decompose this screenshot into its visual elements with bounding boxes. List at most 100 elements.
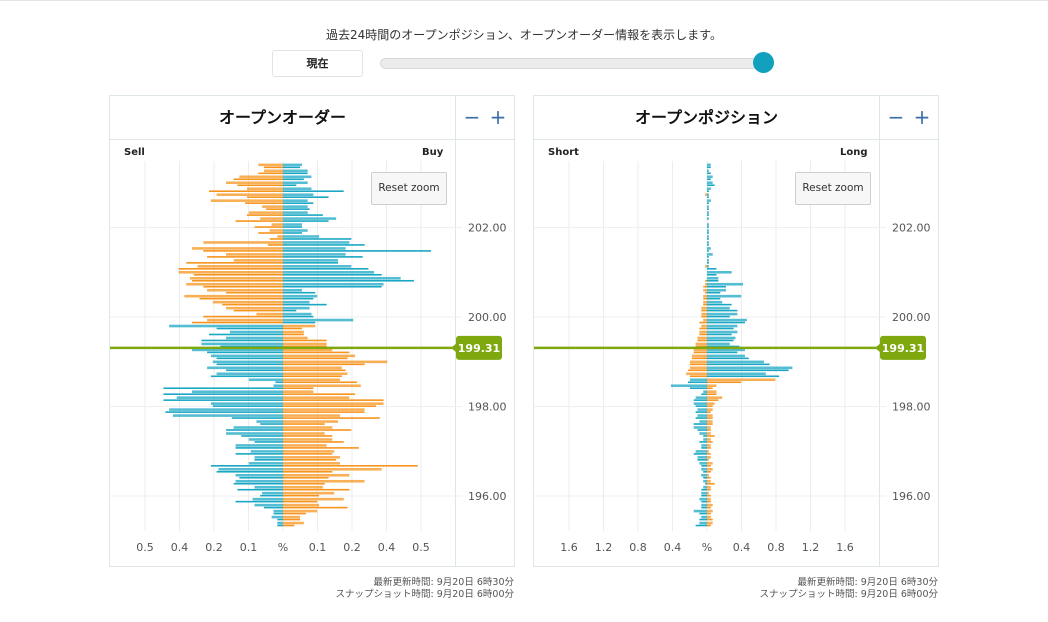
right-bar (707, 259, 709, 262)
left-bar (246, 196, 283, 198)
right-bar (283, 468, 382, 471)
right-bar (283, 515, 301, 519)
left-bar (256, 420, 283, 423)
left-bar (689, 387, 707, 390)
left-bar (271, 515, 283, 519)
axis-divider (455, 139, 456, 566)
left-bar (693, 426, 707, 429)
right-bar (283, 241, 350, 244)
right-bar (283, 381, 358, 384)
right-bar (707, 294, 742, 298)
right-bar (283, 494, 320, 497)
left-bar (269, 229, 283, 232)
right-bar (707, 462, 713, 465)
left-bar (695, 524, 707, 527)
right-bar (707, 330, 738, 334)
position-footer: 最新更新時間: 9月20日 6時30分 スナップショット時間: 9月20日 6時… (638, 577, 938, 601)
left-bar (699, 420, 707, 423)
time-slider-handle[interactable] (753, 52, 774, 73)
left-bar (701, 309, 707, 312)
right-bar (707, 199, 711, 202)
right-bar (707, 232, 709, 234)
reset-zoom-button[interactable]: Reset zoom (795, 172, 871, 205)
left-bar (210, 375, 283, 378)
right-bar (707, 250, 709, 252)
right-bar (707, 503, 713, 507)
time-slider-track[interactable] (380, 58, 772, 69)
left-bar (235, 500, 283, 503)
zoom-out-button[interactable]: − (463, 105, 481, 129)
right-bar (283, 193, 314, 196)
right-bar (283, 372, 348, 376)
left-bar (191, 279, 283, 282)
x-tick-label: 0.4 (664, 541, 682, 554)
left-bar (226, 432, 283, 435)
right-bar (283, 294, 318, 298)
left-bar (203, 250, 283, 252)
right-bar (707, 426, 711, 429)
right-bar (707, 357, 749, 360)
right-bar (707, 459, 709, 461)
right-bar (707, 390, 717, 393)
right-bar (283, 491, 335, 495)
zoom-out-button[interactable]: − (887, 105, 905, 129)
y-tick-label: 202.00 (892, 222, 931, 235)
y-tick-label: 198.00 (468, 401, 507, 414)
now-button[interactable]: 現在 (272, 50, 363, 77)
left-bar (703, 438, 707, 441)
position-chart: 202.00 200.00 198.00 196.00 1.6 1.2 0.8 0.4% 0.4… (534, 161, 931, 554)
left-bar (237, 184, 283, 187)
left-bar (265, 208, 283, 210)
left-bar (277, 235, 283, 238)
left-bar (695, 345, 707, 348)
x-tick-label: 0.4 (733, 541, 751, 554)
left-bar (169, 324, 283, 328)
right-bar (707, 169, 709, 173)
right-bar (283, 456, 340, 459)
right-bar (283, 488, 350, 491)
right-bar (283, 438, 333, 441)
left-bar (689, 378, 707, 382)
left-bar (705, 482, 707, 485)
right-bar (707, 405, 713, 407)
left-bar (254, 485, 283, 489)
current-price-label: 199.31 (882, 342, 924, 355)
left-bar (184, 294, 283, 298)
right-bar (707, 494, 711, 497)
right-bar (283, 205, 308, 208)
right-bar (707, 447, 711, 449)
zoom-in-button[interactable]: + (489, 105, 507, 129)
sell-label: Sell (124, 147, 145, 158)
left-bar (705, 282, 707, 286)
left-bar (258, 172, 283, 175)
right-bar (283, 387, 314, 390)
right-bar (283, 369, 346, 372)
right-bar (707, 363, 770, 366)
right-bar (707, 408, 713, 411)
left-bar (248, 211, 283, 214)
left-bar (258, 232, 283, 234)
left-bar (693, 348, 707, 352)
left-bar (207, 288, 283, 292)
right-bar (707, 521, 713, 525)
left-bar (262, 205, 283, 208)
right-bar (283, 503, 320, 507)
right-bar (707, 420, 713, 423)
left-bar (245, 202, 283, 204)
left-bar (203, 315, 283, 318)
left-bar (701, 444, 707, 447)
x-tick-label: 0.5 (136, 541, 154, 554)
left-bar (248, 462, 283, 465)
left-bar (691, 357, 707, 360)
x-tick-label: 1.2 (595, 541, 613, 554)
right-bar (283, 226, 302, 228)
panel-title: オープンオーダー (110, 96, 455, 140)
right-bar (283, 279, 414, 282)
left-bar (699, 521, 707, 525)
left-bar (277, 521, 283, 525)
left-bar (703, 476, 707, 479)
right-bar (707, 211, 709, 214)
left-bar (235, 444, 283, 447)
zoom-in-button[interactable]: + (913, 105, 931, 129)
reset-zoom-button[interactable]: Reset zoom (371, 172, 447, 205)
